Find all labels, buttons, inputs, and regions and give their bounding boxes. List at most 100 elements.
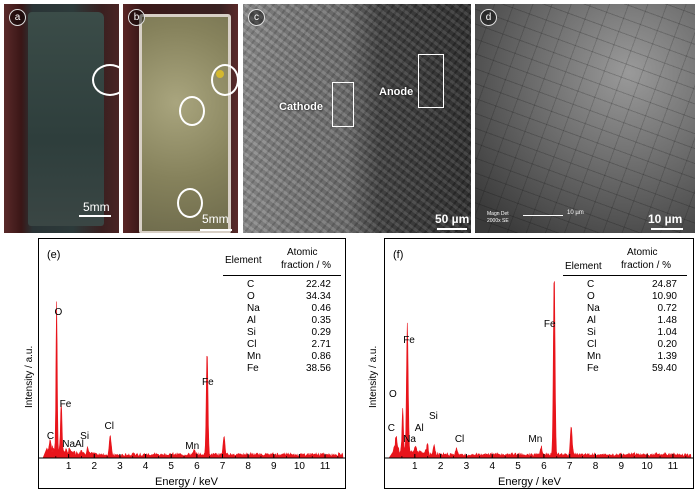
table-header-fraction: fraction / % (621, 260, 672, 271)
atomic-fraction: 10.90 (651, 291, 677, 302)
x-tick-label: 7 (567, 461, 573, 472)
table-rule (563, 275, 687, 276)
peak-label: C (47, 431, 54, 442)
atomic-fraction: 2.71 (311, 339, 331, 350)
table-row: C 24.87 (563, 279, 687, 290)
x-tick-label: 10 (642, 461, 654, 472)
anode-label: Anode (379, 86, 414, 98)
scale-label-b: 5mm (202, 212, 229, 226)
atomic-fraction: 0.46 (311, 303, 331, 314)
table-header-element: Element (565, 261, 602, 272)
table-row: Na 0.46 (223, 303, 341, 314)
table-row: Cl 0.20 (563, 339, 687, 350)
table-header-element: Element (225, 255, 262, 266)
x-tick-label: 2 (92, 461, 98, 472)
highlight-circle (179, 96, 205, 126)
element-symbol: Fe (247, 363, 259, 374)
scale-label-d: 10 µm (648, 212, 683, 226)
highlight-circle (177, 188, 203, 218)
element-symbol: Al (247, 315, 256, 326)
peak-label: Cl (455, 434, 464, 445)
table-row: Si 1.04 (563, 327, 687, 338)
scale-label-a: 5mm (83, 200, 110, 214)
peak-label: C (388, 423, 395, 434)
x-tick-label: 11 (320, 461, 331, 472)
instrument-scale-label: 10 µm (567, 210, 584, 216)
x-tick-label: 3 (117, 461, 123, 472)
table-row: Fe 38.56 (223, 363, 341, 374)
element-symbol: Fe (587, 363, 599, 374)
peak-label: Fe (202, 377, 214, 388)
scale-label-c: 50 µm (435, 212, 470, 226)
photo-panel-a: a 5mm (4, 4, 119, 233)
highlight-circle (92, 64, 119, 96)
x-tick-label: 1 (412, 461, 418, 472)
table-row: Cl 2.71 (223, 339, 341, 350)
atomic-fraction: 0.20 (657, 339, 677, 350)
table-row: Al 0.35 (223, 315, 341, 326)
table-header-atomic: Atomic (287, 247, 318, 258)
sem-panel-d: d Magn Det 2000x SE 10 µm 10 µm (475, 4, 695, 233)
photo-panel-b: b 5mm (123, 4, 238, 233)
panel-label-d: d (480, 9, 497, 26)
element-symbol: Na (247, 303, 260, 314)
x-tick-label: 11 (668, 461, 679, 472)
table-row: Si 0.29 (223, 327, 341, 338)
peak-label: Mn (528, 434, 542, 445)
eds-spectrum-f: 1 2 3 4 5 6 7 8 9 10 11 Fe O Si Al C Na Cl Mn Fe (f) Elemen… (384, 238, 694, 489)
element-symbol: Al (587, 315, 596, 326)
table-header-atomic: Atomic (627, 247, 658, 258)
peak-label: Si (429, 411, 438, 422)
scale-bar (79, 215, 111, 217)
element-symbol: O (247, 291, 255, 302)
table-row: C 22.42 (223, 279, 341, 290)
element-symbol: Si (247, 327, 256, 338)
peak-label: NaAl (62, 439, 84, 450)
spectrum-trace (42, 301, 344, 459)
scale-bar (200, 229, 232, 231)
panel-label-c: c (248, 9, 265, 26)
element-symbol: Mn (247, 351, 261, 362)
y-axis-label-f: Intensity / a.u. (368, 345, 379, 408)
atomic-fraction: 1.04 (657, 327, 677, 338)
element-symbol: C (247, 279, 255, 290)
table-rule (223, 275, 341, 276)
atomic-fraction: 1.39 (657, 351, 677, 362)
element-symbol: Si (587, 327, 596, 338)
peak-label: Cl (105, 421, 114, 432)
x-tick-label: 7 (220, 461, 226, 472)
peak-label: O (55, 307, 63, 318)
table-row: Mn 1.39 (563, 351, 687, 362)
x-tick-label: 1 (66, 461, 72, 472)
table-row: O 34.34 (223, 291, 341, 302)
element-symbol: O (587, 291, 595, 302)
element-symbol: Cl (587, 339, 597, 350)
panel-label-a: a (9, 9, 26, 26)
table-row: Al 1.48 (563, 315, 687, 326)
element-symbol: Cl (247, 339, 257, 350)
y-axis-label-e: Intensity / a.u. (24, 345, 35, 408)
highlight-circle (211, 64, 238, 96)
x-tick-label: 9 (619, 461, 625, 472)
instrument-scale-bar (523, 215, 563, 216)
eds-spectrum-e: 1 2 3 4 5 6 7 8 9 10 11 O Fe Si Cl C NaAl Mn Fe (e) Elemen… (38, 238, 346, 489)
element-symbol: C (587, 279, 595, 290)
x-tick-label: 9 (271, 461, 277, 472)
peak-label: Mn (185, 441, 199, 452)
x-tick-label: 4 (489, 461, 495, 472)
composition-table-e: Element Atomic fraction / % C 22.42 O 34.34… (223, 245, 341, 383)
atomic-fraction: 1.48 (657, 315, 677, 326)
atomic-fraction: 59.40 (651, 363, 677, 374)
table-row: Na 0.72 (563, 303, 687, 314)
peak-label: Si (80, 431, 89, 442)
x-tick-label: 4 (143, 461, 149, 472)
atomic-fraction: 0.29 (311, 327, 331, 338)
scale-bar (437, 228, 467, 230)
instrument-meta-1: Magn Det (487, 211, 509, 217)
table-row: Mn 0.86 (223, 351, 341, 362)
table-row: O 10.90 (563, 291, 687, 302)
table-row: Fe 59.40 (563, 363, 687, 374)
peak-label: Fe (544, 319, 556, 330)
x-tick-label: 10 (294, 461, 306, 472)
